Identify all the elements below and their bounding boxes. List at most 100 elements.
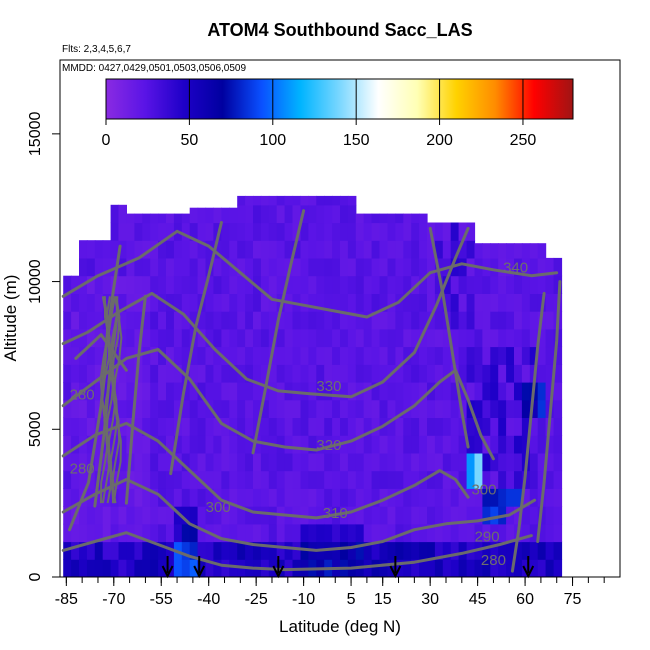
heat-cell	[332, 311, 341, 330]
heat-cell	[434, 470, 444, 489]
theta-contour	[112, 296, 123, 504]
heat-cell	[292, 204, 301, 224]
heat-cell	[363, 293, 373, 312]
heat-cell	[490, 488, 499, 507]
heat-cell	[118, 506, 127, 525]
heat-cell	[268, 417, 278, 436]
heat-cell	[521, 559, 531, 577]
heat-cell	[237, 275, 246, 294]
heat-cell	[245, 328, 254, 348]
heat-cell	[498, 541, 507, 560]
heat-cell	[166, 311, 175, 330]
heat-cell	[450, 399, 460, 418]
heat-cell	[142, 399, 151, 418]
heat-cell	[474, 399, 483, 418]
heat-cell	[150, 435, 159, 454]
heat-cell	[347, 452, 357, 472]
x-axis: -85 -70 -55 -40 -25 -10 5 15 30 45 60 75	[55, 576, 620, 608]
heat-cell	[316, 204, 325, 224]
heat-cell	[490, 452, 499, 472]
heat-cell	[166, 506, 175, 525]
heat-cell	[371, 293, 381, 312]
heat-cell	[316, 257, 325, 277]
heat-cell	[134, 328, 143, 348]
heat-cell	[205, 293, 214, 312]
heat-cell	[292, 257, 301, 277]
heat-cell	[245, 222, 254, 241]
heat-cell	[514, 243, 523, 259]
heat-cell	[514, 488, 523, 507]
heat-cell	[411, 364, 420, 383]
heat-cell	[490, 435, 499, 454]
heat-cell	[118, 541, 127, 560]
heat-cell	[181, 382, 191, 401]
colorbar-tick-label: 250	[510, 132, 537, 149]
heat-cell	[474, 435, 483, 454]
heat-cell	[482, 399, 491, 418]
heat-cell	[71, 382, 80, 401]
heat-cell	[458, 452, 468, 472]
heat-cell	[458, 311, 468, 330]
heat-cell	[71, 541, 80, 560]
heat-cell	[427, 399, 436, 418]
heat-cell	[213, 523, 222, 543]
heat-cell	[466, 346, 476, 365]
heat-cell	[537, 523, 547, 543]
heat-cell	[166, 559, 175, 577]
heat-cell	[434, 328, 444, 348]
heat-cell	[268, 204, 278, 224]
heat-cell	[545, 382, 555, 401]
heat-cell	[490, 541, 499, 560]
heat-cell	[387, 240, 396, 259]
heat-cell	[506, 275, 515, 294]
heat-cell	[181, 506, 191, 525]
heat-cell	[411, 399, 420, 418]
heat-cell	[387, 257, 396, 277]
heat-cell	[379, 311, 388, 330]
y-tick-label: 10000	[27, 259, 44, 304]
heat-cell	[158, 213, 167, 224]
heat-cell	[498, 399, 507, 418]
heat-cell	[284, 541, 294, 560]
heat-cell	[545, 559, 555, 577]
heat-cell	[79, 293, 88, 312]
heat-cell	[197, 222, 207, 241]
heat-cell	[237, 417, 246, 436]
heat-cell	[387, 213, 396, 224]
heat-cell	[71, 293, 80, 312]
heat-cell	[94, 541, 104, 560]
heat-cell	[371, 417, 381, 436]
heat-cell	[363, 364, 373, 383]
heat-cell	[442, 435, 452, 454]
heat-cell	[521, 523, 531, 543]
heat-cell	[260, 399, 270, 418]
heat-cell	[371, 257, 381, 277]
heat-cell	[166, 328, 175, 348]
heat-cell	[490, 470, 499, 489]
heat-cell	[102, 488, 112, 507]
heat-cell	[442, 364, 452, 383]
heat-cell	[379, 346, 388, 365]
heat-cell	[308, 240, 317, 259]
heat-cell	[403, 240, 412, 259]
heat-cell	[403, 222, 412, 241]
heat-cell	[94, 240, 104, 259]
heat-cell	[268, 293, 278, 312]
heat-cell	[260, 488, 270, 507]
heat-cell	[419, 213, 428, 224]
heat-cell	[379, 541, 388, 560]
heat-cell	[308, 364, 317, 383]
heat-cell	[126, 559, 135, 577]
heat-cell	[86, 311, 96, 330]
heat-cell	[316, 275, 325, 294]
heat-cell	[150, 541, 159, 560]
heat-cell	[292, 346, 301, 365]
heat-cell	[450, 311, 460, 330]
heat-cell	[221, 488, 230, 507]
heat-cell	[514, 559, 523, 577]
heat-cell	[268, 328, 278, 348]
heat-cell	[371, 541, 381, 560]
heat-cell	[340, 257, 349, 277]
heat-cell	[482, 506, 491, 525]
heat-cell	[253, 293, 262, 312]
